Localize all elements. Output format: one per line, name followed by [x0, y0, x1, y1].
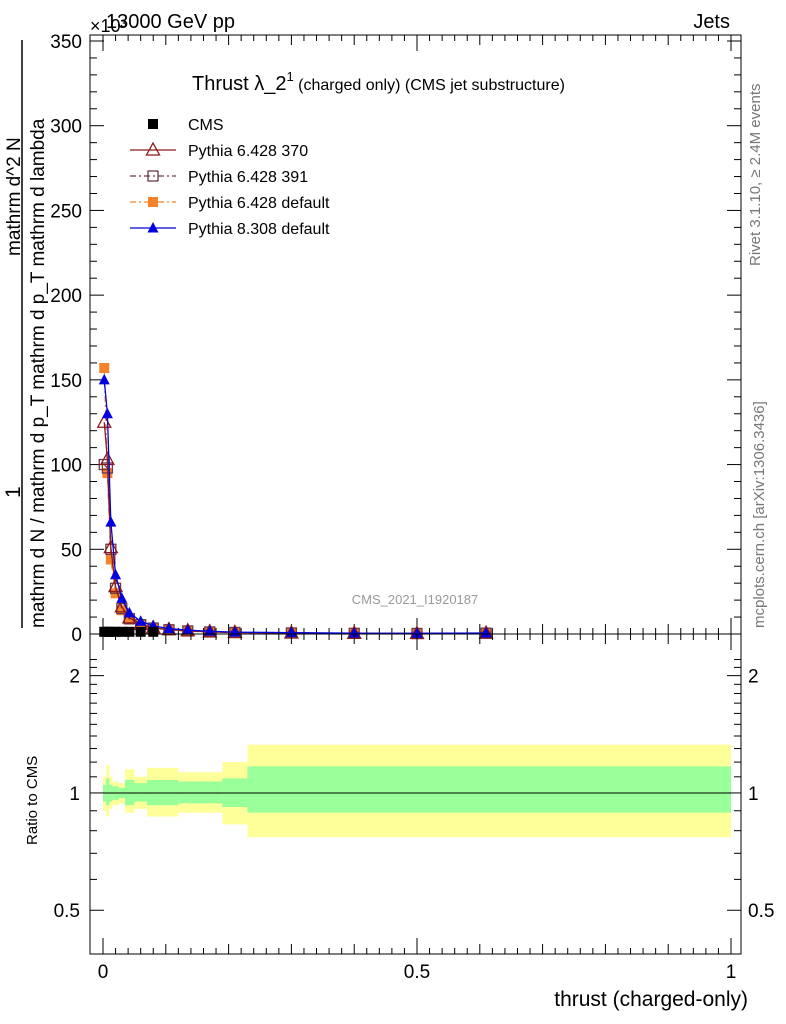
- uncertainty-band-inner: [106, 778, 110, 806]
- y-tick-label: 0: [71, 625, 82, 646]
- data-point: [116, 626, 127, 637]
- data-point: [148, 626, 159, 637]
- rivet-label: Rivet 3.1.10, ≥ 2.4M events: [747, 84, 764, 267]
- y-label-numerator-one: 1: [2, 486, 25, 498]
- data-point: [147, 170, 159, 182]
- y-tick-label: 250: [50, 201, 82, 222]
- legend-label: CMS: [188, 117, 224, 134]
- data-point: [478, 624, 494, 639]
- series-cms: [99, 626, 159, 637]
- legend-item: Pythia 8.308 default: [130, 221, 330, 238]
- data-point: [411, 627, 423, 638]
- series-line: [103, 464, 487, 635]
- data-point: [98, 373, 110, 385]
- chart-title-sup: 1: [286, 69, 293, 84]
- data-point: [99, 451, 115, 466]
- series-pythia-6-428-391: [98, 458, 492, 640]
- data-point: [105, 554, 116, 565]
- chart-title: Thrust λ_21 (charged only) (CMS jet subs…: [192, 69, 565, 95]
- legend-label: Pythia 6.428 default: [188, 195, 330, 212]
- legend-item: Pythia 6.428 370: [130, 141, 308, 160]
- y-tick-label: 350: [50, 32, 82, 53]
- data-point: [110, 626, 121, 637]
- data-point: [105, 516, 117, 527]
- ratio-y-tick-label-right: 2: [748, 667, 759, 688]
- x-axis-title: thrust (charged-only): [554, 988, 748, 1011]
- ratio-y-tick-label: 1: [69, 784, 80, 805]
- y-tick-label: 150: [50, 371, 82, 392]
- category-label: Jets: [693, 11, 730, 33]
- legend-label: Pythia 8.308 default: [188, 221, 330, 238]
- chart-title-sub: (charged only) (CMS jet substructure): [294, 77, 565, 94]
- data-point: [163, 622, 175, 634]
- data-point: [124, 614, 135, 625]
- data-point: [348, 627, 360, 638]
- ratio-panel-ticks: 0.5 0.5 1 1 2 2 0 0.5 1: [54, 634, 774, 983]
- ratio-y-tick-label: 2: [69, 667, 80, 688]
- data-point: [285, 626, 297, 638]
- data-point: [182, 624, 194, 635]
- legend-label: Pythia 6.428 391: [188, 169, 308, 186]
- uncertainty-band-inner: [247, 766, 731, 813]
- y-tick-label: 300: [50, 117, 82, 138]
- legend-item: Pythia 6.428 default: [130, 195, 330, 212]
- y-label-numerator: mathrm d^2 N: [4, 137, 25, 256]
- main-panel-series: [96, 362, 494, 640]
- analysis-watermark: CMS_2021_I1920187: [352, 592, 479, 607]
- x-tick-label: 1: [726, 962, 737, 983]
- data-point: [124, 626, 135, 637]
- x-tick-label: 0: [98, 962, 109, 983]
- y-tick-label: 50: [61, 540, 82, 561]
- exponent-label: ×10³: [90, 16, 127, 36]
- data-point: [148, 197, 158, 207]
- mcplots-label: mcplots.cern.ch [arXiv:1306.3436]: [751, 401, 768, 628]
- data-point: [116, 605, 127, 616]
- ratio-y-tick-label: 0.5: [54, 901, 80, 922]
- ratio-panel-frame: [89, 633, 742, 955]
- ratio-y-tick-label-right: 0.5: [748, 901, 774, 922]
- data-point: [145, 141, 161, 156]
- ratio-panel-bands: [103, 744, 731, 838]
- data-point: [135, 626, 146, 637]
- data-point: [103, 539, 119, 554]
- data-point: [148, 119, 158, 129]
- energy-label: 13000 GeV pp: [106, 11, 235, 33]
- ratio-y-label: Ratio to CMS: [24, 756, 41, 845]
- y-tick-label: 100: [50, 456, 82, 477]
- main-panel-ticks: 0 50 100 150 200 250 300 350: [50, 32, 741, 646]
- data-point: [110, 568, 122, 580]
- data-point: [480, 626, 492, 638]
- legend-item: Pythia 6.428 391: [130, 169, 308, 186]
- data-point: [147, 222, 159, 233]
- y-tick-label: 200: [50, 286, 82, 307]
- ratio-y-tick-label-right: 1: [748, 784, 759, 805]
- legend-item: CMS: [148, 117, 224, 134]
- y-label-denominator: mathrm d N / mathrm d p_T mathrm d p_T m…: [28, 118, 49, 628]
- x-tick-label: 0.5: [404, 962, 430, 983]
- data-point: [99, 362, 110, 373]
- data-point: [135, 615, 147, 626]
- legend-label: Pythia 6.428 370: [188, 143, 308, 160]
- data-point: [101, 407, 113, 419]
- data-point: [204, 625, 216, 636]
- data-point: [116, 592, 128, 603]
- series-line: [103, 379, 487, 634]
- uncertainty-band-inner: [134, 783, 147, 802]
- chart-title-main: Thrust λ_2: [192, 73, 286, 95]
- legend: CMS Pythia 6.428 370 Pythia 6.428 391 Pythi…: [130, 117, 330, 238]
- data-point: [123, 606, 135, 618]
